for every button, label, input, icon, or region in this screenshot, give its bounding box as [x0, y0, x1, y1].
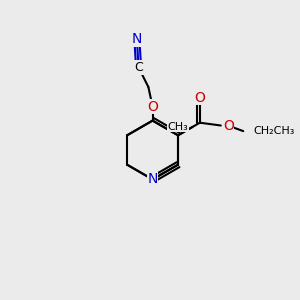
Text: N: N	[147, 172, 158, 186]
Text: C: C	[134, 61, 143, 74]
Text: O: O	[147, 100, 158, 114]
Text: CH₂CH₃: CH₂CH₃	[253, 126, 294, 136]
Text: O: O	[194, 91, 205, 104]
Text: CH₃: CH₃	[168, 122, 188, 132]
Text: O: O	[223, 118, 234, 133]
Text: N: N	[132, 32, 142, 46]
